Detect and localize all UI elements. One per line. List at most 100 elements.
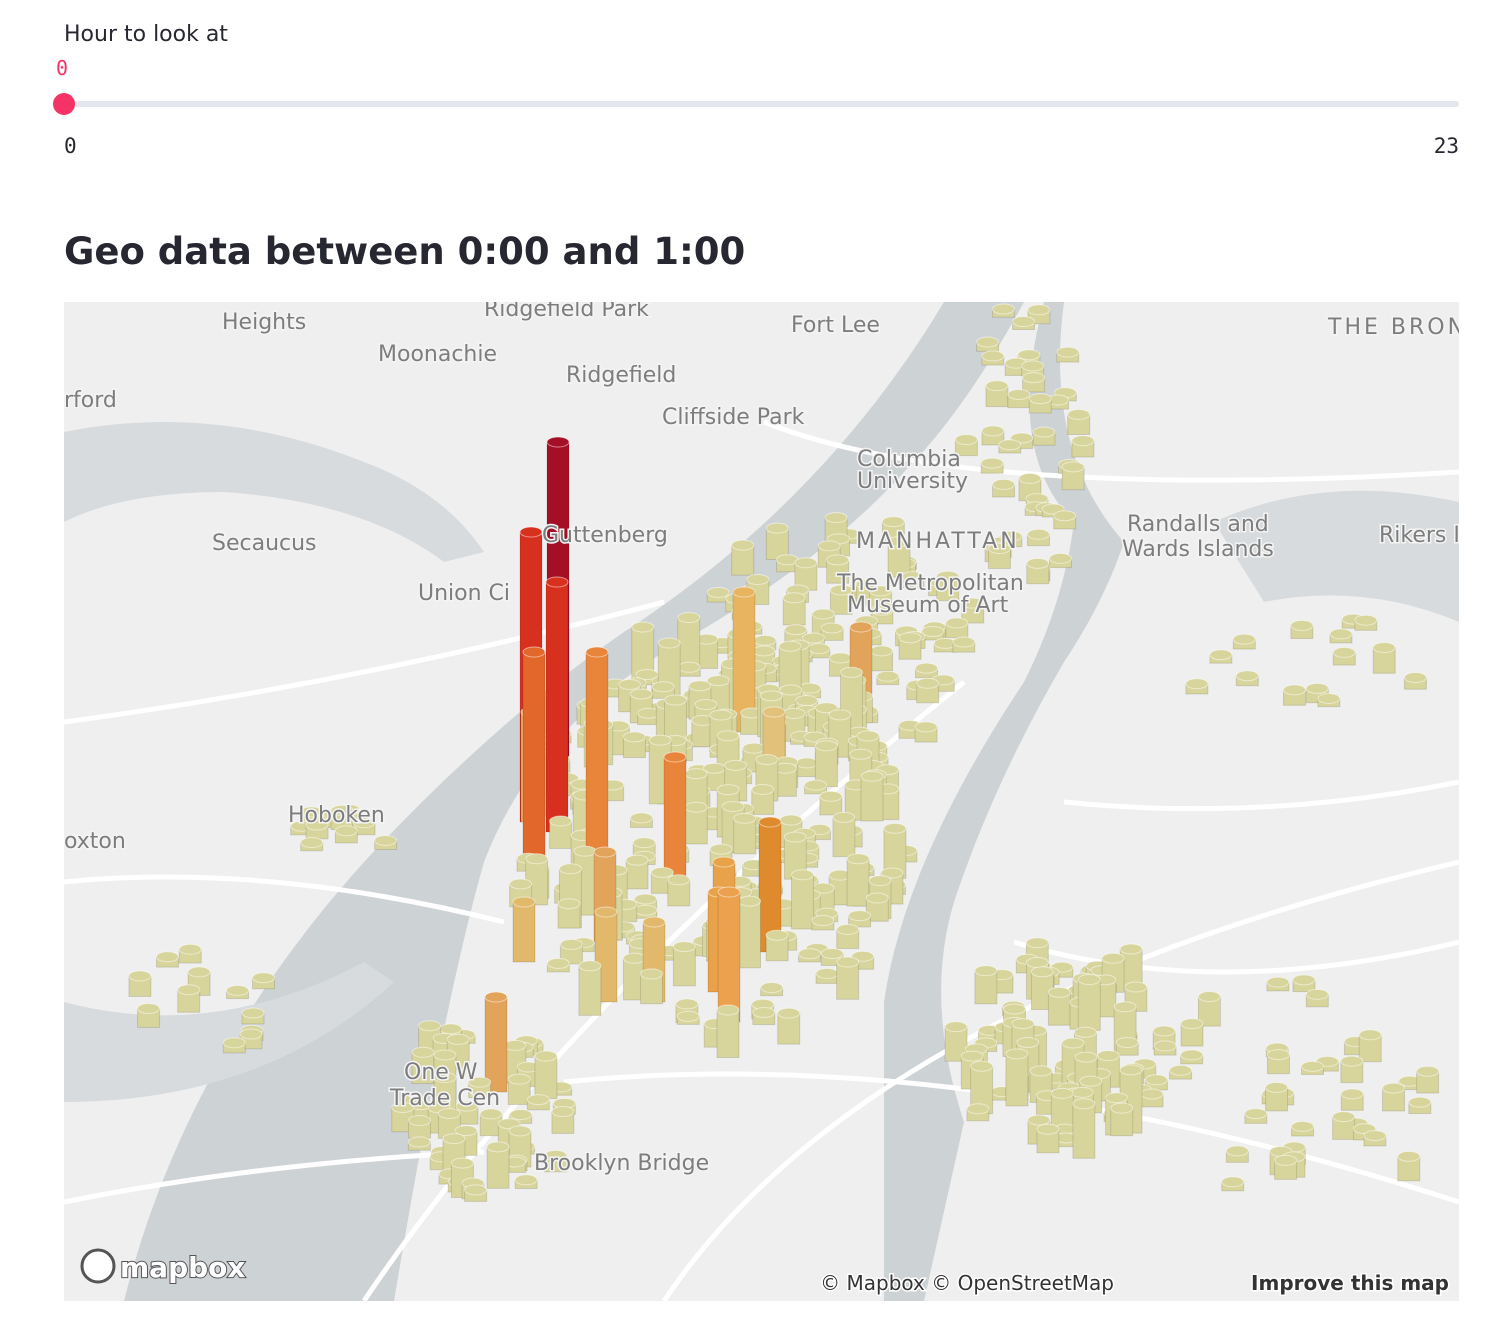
- column-top: [1301, 1060, 1325, 1072]
- hex-column: [1061, 461, 1085, 491]
- column-top: [1340, 1055, 1364, 1067]
- hex-column: [1305, 682, 1329, 704]
- column-top: [479, 1108, 503, 1120]
- hex-column: [484, 991, 508, 1093]
- column-top: [706, 675, 730, 687]
- slider-value: 0: [56, 56, 69, 80]
- hex-column: [752, 1006, 776, 1026]
- column-top: [177, 984, 201, 996]
- hex-column: [1332, 1111, 1356, 1140]
- column-top: [848, 910, 872, 922]
- hex-column: [629, 688, 653, 724]
- hex-column: [551, 1106, 575, 1134]
- column-top: [777, 1007, 801, 1019]
- slider-thumb[interactable]: [53, 93, 75, 115]
- hex-column: [545, 576, 569, 833]
- column-top: [1372, 642, 1396, 654]
- column-top: [849, 621, 873, 633]
- hex-column: [507, 1073, 531, 1105]
- hex-column: [252, 972, 276, 990]
- column-top: [998, 439, 1022, 451]
- hex-column: [716, 1004, 740, 1059]
- column-top: [1047, 986, 1071, 998]
- column-top: [1018, 472, 1042, 484]
- hex-column: [1030, 966, 1054, 1010]
- column-top: [1115, 1036, 1139, 1048]
- column-top: [694, 699, 718, 711]
- column-top: [648, 734, 672, 746]
- hex-column: [1403, 672, 1427, 690]
- column-top: [732, 586, 756, 598]
- hex-column: [1358, 1029, 1382, 1063]
- hex-column: [751, 783, 775, 815]
- column-top: [944, 1021, 968, 1033]
- map-label: Guttenberg: [542, 523, 668, 548]
- column-top: [856, 730, 880, 742]
- column-top: [1153, 1040, 1177, 1052]
- improve-link[interactable]: Improve this map: [1250, 1270, 1451, 1297]
- column-top: [178, 943, 202, 955]
- hex-column: [1266, 1049, 1290, 1075]
- attribution: © Mapbox © OpenStreetMap: [820, 1271, 1114, 1295]
- hex-column: [826, 554, 850, 584]
- hex-column: [455, 1100, 479, 1125]
- column-top: [746, 573, 770, 585]
- column-top: [508, 1125, 532, 1137]
- column-top: [765, 929, 789, 941]
- column-top: [464, 1184, 488, 1196]
- column-top: [455, 1100, 479, 1112]
- column-top: [509, 878, 533, 890]
- hex-column: [352, 817, 376, 836]
- map-label: rford: [64, 388, 117, 413]
- map-label: Cliffside Park: [662, 405, 805, 430]
- column-top: [1025, 957, 1049, 969]
- hex-column: [733, 812, 757, 855]
- column-top: [784, 624, 808, 636]
- column-top: [921, 626, 945, 638]
- column-top: [980, 457, 1004, 469]
- hex-column: [916, 677, 940, 704]
- hex-column: [300, 836, 324, 852]
- column-top: [411, 1046, 435, 1058]
- column-top: [1028, 393, 1052, 405]
- column-top: [632, 837, 656, 849]
- column-top: [585, 646, 609, 658]
- slider-track[interactable]: [64, 101, 1459, 107]
- column-top: [1290, 619, 1314, 631]
- hex-column: [526, 1094, 550, 1111]
- hex-column: [981, 425, 1005, 446]
- hex-column: [631, 621, 655, 680]
- column-top: [814, 702, 838, 714]
- column-top: [1317, 692, 1341, 704]
- hex-column: [514, 1174, 538, 1190]
- column-top: [970, 1060, 994, 1072]
- column-top: [826, 554, 850, 566]
- map-label: Fort Lee: [791, 313, 880, 338]
- column-top: [1050, 1087, 1074, 1099]
- map-label: MANHATTAN: [856, 529, 1020, 554]
- column-top: [981, 350, 1005, 362]
- hex-column: [468, 1076, 492, 1099]
- column-top: [1416, 1065, 1440, 1077]
- column-top: [1021, 360, 1045, 372]
- hex-column: [991, 303, 1015, 318]
- mapbox-logo[interactable]: mapbox: [80, 1248, 246, 1285]
- hex-column: [760, 982, 784, 997]
- column-top: [794, 557, 818, 569]
- column-top: [717, 886, 741, 898]
- hex-column: [944, 1021, 968, 1062]
- column-top: [762, 706, 786, 718]
- column-top: [551, 1106, 575, 1118]
- hex-column: [1235, 670, 1259, 687]
- heading: Geo data between 0:00 and 1:00: [64, 230, 746, 273]
- hex-column: [128, 970, 152, 997]
- column-top: [629, 688, 653, 700]
- hex-column: [820, 948, 844, 966]
- hex-column: [865, 892, 889, 922]
- map[interactable]: Heights Ridgefield Park Fort Lee THE BRONX M…: [64, 302, 1459, 1301]
- column-top: [914, 721, 938, 733]
- logo-text: mapbox: [120, 1251, 245, 1284]
- hex-column: [795, 757, 819, 778]
- column-top: [573, 845, 597, 857]
- map-label: oxton: [64, 829, 126, 854]
